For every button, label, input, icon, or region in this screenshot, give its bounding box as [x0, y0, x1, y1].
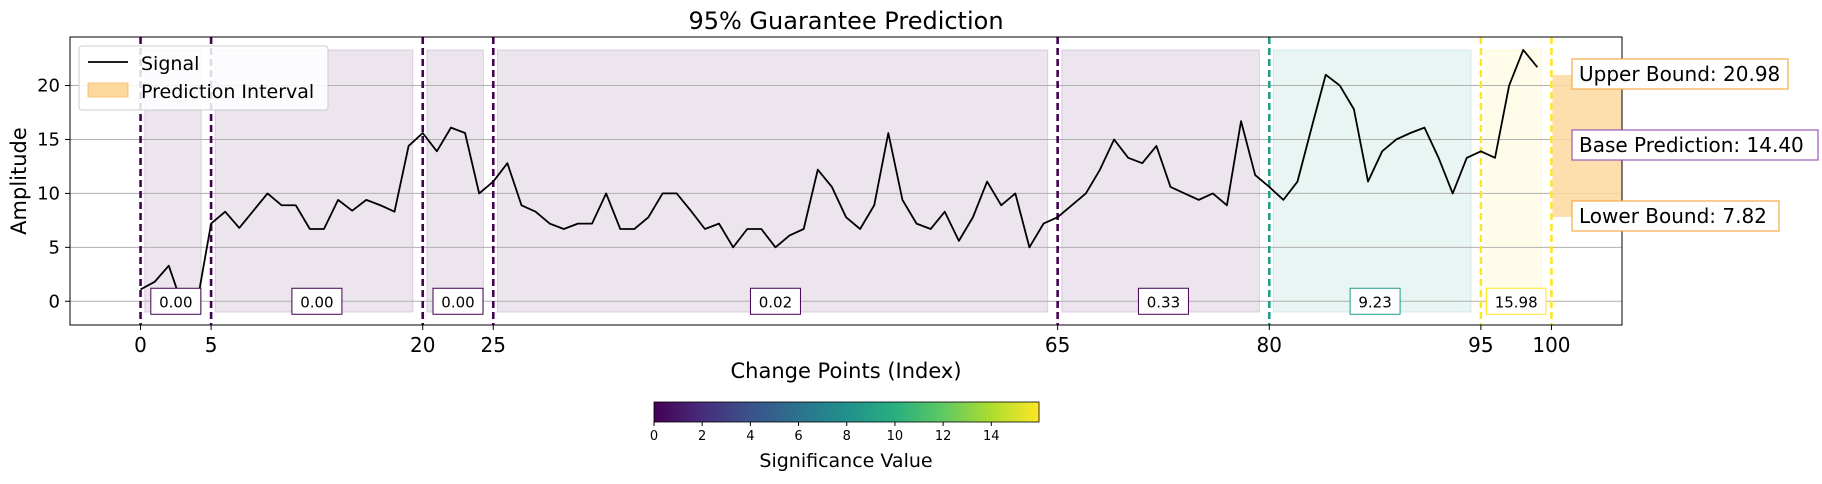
colorbar-ticks: 0 2 4 6 8 10 12 14: [650, 422, 1000, 444]
signal-series: [140, 49, 1539, 308]
colorbar-tick-label: 14: [983, 429, 1000, 444]
segment-region: [1273, 49, 1472, 313]
segment-label-box: [1485, 287, 1547, 315]
y-tick-label: 0: [49, 291, 60, 312]
legend-signal-label: Signal: [141, 53, 199, 75]
colorbar-tick-label: 8: [843, 429, 851, 444]
y-tick-label: 10: [37, 183, 60, 204]
segment-significance-label: 0.00: [150, 287, 202, 315]
colorbar-gradient: [653, 401, 1040, 423]
colorbar: 0 2 4 6 8 10 12 14 Significance Value: [650, 401, 1040, 472]
segment-significance-label: 0.00: [291, 287, 343, 315]
x-tick-label: 25: [481, 333, 506, 357]
segment-significance-label: 15.98: [1485, 287, 1547, 315]
segment-significance-label: 9.23: [1349, 287, 1401, 315]
segment-significance-labels: 0.00 0.00 0.00 0.02 0.33 9.23 15.98: [150, 287, 1547, 315]
segment-label-box: [1137, 287, 1189, 315]
segment-label-box: [150, 287, 202, 315]
segment-label-box: [432, 287, 484, 315]
upper-bound-box: [1571, 58, 1789, 90]
y-tick-label: 15: [37, 129, 60, 150]
x-tick-label: 0: [134, 333, 147, 357]
segment-label-text: 15.98: [1495, 293, 1538, 311]
segment-label-box: [1349, 287, 1401, 315]
segment-regions: [144, 49, 1543, 313]
base-prediction-label: Base Prediction: 14.40: [1579, 133, 1804, 157]
base-prediction-box: [1571, 129, 1819, 161]
segment-label-text: 0.00: [300, 293, 333, 311]
segment-region: [497, 49, 1049, 313]
colorbar-label: Significance Value: [759, 450, 932, 472]
lower-bound-box: [1571, 200, 1780, 232]
legend: Signal Prediction Interval: [78, 45, 329, 111]
upper-bound-label: Upper Bound: 20.98: [1579, 62, 1780, 86]
segment-label-box: [291, 287, 343, 315]
segment-label-box: [749, 287, 801, 315]
segment-label-text: 0.33: [1147, 293, 1180, 311]
legend-frame: [78, 45, 329, 111]
x-tick-label: 80: [1257, 333, 1282, 357]
plot-frame: [69, 36, 1623, 326]
legend-interval-swatch: [87, 82, 129, 98]
x-tick-label: 100: [1532, 333, 1570, 357]
colorbar-tick-label: 2: [698, 429, 706, 444]
segment-significance-label: 0.00: [432, 287, 484, 315]
segment-significance-label: 0.33: [1137, 287, 1189, 315]
segment-label-text: 0.00: [159, 293, 192, 311]
x-tick-label: 65: [1045, 333, 1070, 357]
segment-region: [1061, 49, 1260, 313]
colorbar-tick-label: 0: [650, 429, 658, 444]
chart-title: 95% Guarantee Prediction: [688, 7, 1003, 35]
colorbar-tick-label: 6: [794, 429, 802, 444]
segment-label-text: 0.00: [441, 293, 474, 311]
x-axis-label: Change Points (Index): [730, 359, 961, 383]
x-axis-ticks: 0 5 20 25 65 80 95 100: [134, 325, 1571, 357]
colorbar-tick-label: 4: [746, 429, 754, 444]
colorbar-tick-label: 12: [935, 429, 952, 444]
colorbar-tick-label: 10: [887, 429, 904, 444]
x-tick-label: 95: [1468, 333, 1493, 357]
signal-line: [140, 49, 1539, 308]
y-axis-label: Amplitude: [7, 127, 31, 235]
segment-region: [1484, 49, 1543, 313]
x-tick-label: 5: [205, 333, 218, 357]
y-tick-label: 5: [49, 237, 60, 258]
legend-interval-label: Prediction Interval: [141, 81, 314, 103]
x-tick-label: 20: [410, 333, 435, 357]
y-axis-ticks: 0 5 10 15 20: [37, 76, 70, 312]
segment-significance-label: 0.02: [749, 287, 801, 315]
y-tick-label: 20: [37, 76, 60, 97]
segment-region: [426, 49, 484, 313]
segment-label-text: 9.23: [1358, 293, 1391, 311]
prediction-annotations: Upper Bound: 20.98 Base Prediction: 14.4…: [1571, 58, 1819, 232]
lower-bound-label: Lower Bound: 7.82: [1579, 204, 1767, 228]
segment-label-text: 0.02: [759, 293, 792, 311]
